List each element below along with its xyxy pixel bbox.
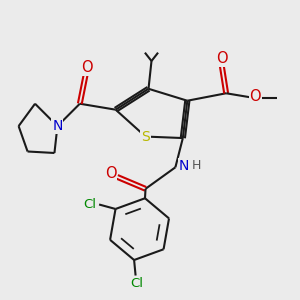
Text: N: N — [52, 119, 63, 133]
Text: O: O — [250, 89, 261, 104]
Text: N: N — [178, 159, 189, 173]
Text: H: H — [192, 159, 202, 172]
Text: Cl: Cl — [83, 198, 96, 211]
Text: S: S — [141, 130, 150, 145]
Text: O: O — [216, 51, 227, 66]
Text: Cl: Cl — [130, 278, 144, 290]
Text: O: O — [105, 167, 116, 182]
Text: O: O — [81, 60, 92, 75]
